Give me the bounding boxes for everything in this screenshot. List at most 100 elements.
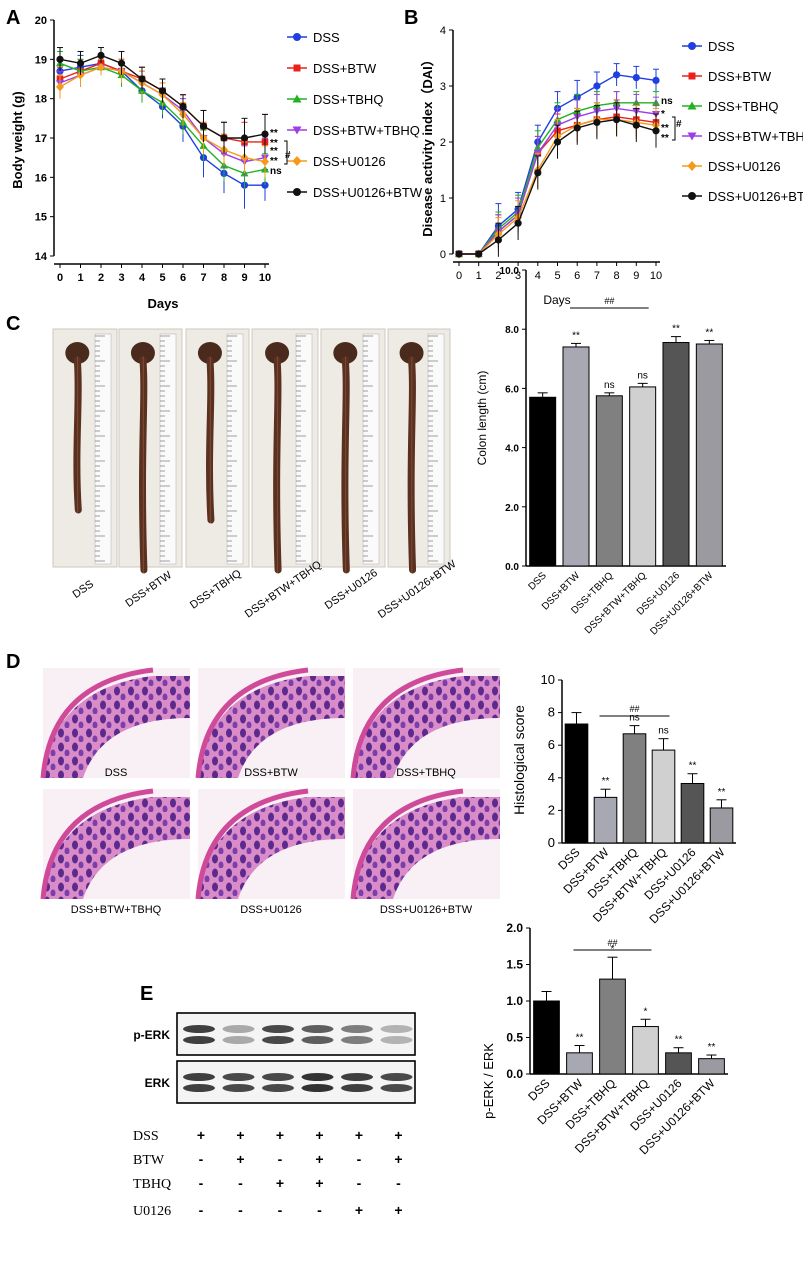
y-tick-label: 4.0 [505, 444, 519, 455]
data-point [138, 75, 146, 83]
panel-letter-c: C [6, 313, 20, 335]
erk-blot [176, 1060, 416, 1104]
blot-band [262, 1084, 294, 1092]
data-point [179, 102, 187, 111]
data-point [199, 122, 208, 130]
data-point [261, 130, 269, 138]
blot-band [262, 1036, 294, 1044]
treatment-label: TBHQ [133, 1177, 171, 1192]
bar-3 [629, 386, 657, 567]
bar-0 [533, 1000, 560, 1075]
colon-specimen [341, 356, 350, 574]
category-label: DSS [526, 570, 549, 593]
x-tick-label: 9 [241, 272, 247, 284]
bar-5 [695, 343, 723, 567]
data-point [220, 134, 228, 142]
blot-band [380, 1025, 413, 1033]
data-point [613, 71, 621, 79]
y-tick-label: 20 [35, 15, 47, 27]
colon-specimen [139, 356, 148, 574]
treatment-mark: + [276, 1127, 284, 1143]
bar-0 [529, 396, 557, 567]
y-tick-label: 2.0 [506, 921, 523, 935]
legend-marker [687, 101, 697, 110]
treatment-mark: + [394, 1151, 402, 1167]
treatment-mark: - [238, 1202, 243, 1218]
data-point [593, 118, 601, 126]
blot-band [183, 1084, 215, 1092]
bar-5 [709, 807, 734, 844]
cecum [265, 342, 290, 364]
significance-mark: ** [705, 327, 713, 338]
bar-5 [698, 1058, 725, 1075]
legend-marker [687, 132, 697, 141]
blot-band [222, 1084, 255, 1092]
x-tick-label: 0 [456, 270, 462, 282]
panel-letter-d: D [6, 651, 20, 673]
blot-band [262, 1073, 294, 1081]
ruler [226, 333, 244, 565]
y-tick-label: 6 [548, 737, 555, 752]
x-tick-label: 4 [535, 270, 541, 282]
data-point [553, 138, 562, 146]
x-tick-label: 9 [633, 270, 639, 282]
significance-mark: ** [270, 128, 278, 139]
photo-label: DSS [71, 578, 96, 601]
treatment-mark: + [394, 1202, 402, 1218]
treatment-mark: - [317, 1202, 322, 1218]
y-tick-label: 16 [35, 172, 47, 184]
x-tick-label: 10 [259, 272, 271, 284]
blot-label: ERK [145, 1076, 171, 1090]
treatment-label: U0126 [133, 1204, 171, 1219]
significance-mark: ** [675, 1035, 683, 1046]
legend-label: DSS+TBHQ [313, 92, 383, 107]
significance-mark: ** [270, 146, 278, 157]
y-tick-label: 2.0 [505, 503, 519, 514]
y-tick-label: 0.0 [506, 1067, 523, 1081]
bar-4 [665, 1052, 692, 1075]
legend-marker [687, 161, 697, 171]
significance-bracket [672, 116, 676, 141]
y-tick-label: 10.0 [500, 266, 520, 277]
x-tick-label: 6 [574, 270, 580, 282]
photo-label: DSS+TBHQ [188, 567, 244, 611]
panel-d-bar-chart: Histological score 0246810DSS**DSS+BTWns… [511, 672, 736, 926]
treatment-mark: + [315, 1151, 323, 1167]
significance-mark: ** [672, 324, 680, 335]
legend-label: DSS [708, 39, 735, 54]
muscularis-layer [40, 667, 154, 779]
muscularis-layer [350, 667, 464, 779]
ruler [94, 333, 112, 565]
significance-mark: * [644, 1006, 648, 1017]
data-point [158, 87, 167, 95]
legend-label: DSS+BTW [313, 61, 377, 76]
bar-1 [562, 346, 590, 567]
treatment-mark: - [357, 1151, 362, 1167]
y-tick-label: 1 [440, 193, 446, 205]
panel-b-ylabel: Disease activity index（DAI） [420, 53, 435, 237]
colon-specimen [407, 356, 417, 574]
data-point [534, 169, 542, 177]
ruler [362, 333, 380, 565]
blot-band [222, 1025, 255, 1033]
legend-label: DSS+BTW+TBHQ [313, 123, 420, 138]
cecum [130, 342, 155, 364]
histology-label: DSS+BTW+TBHQ [71, 904, 162, 916]
muscularis-layer [40, 788, 154, 900]
treatment-mark: - [199, 1151, 204, 1167]
photo-label: DSS+U0126 [323, 567, 380, 612]
data-point [261, 157, 269, 167]
histology-label: DSS+U0126 [240, 904, 301, 916]
bracket-label: ## [629, 704, 639, 714]
treatment-mark: - [238, 1175, 243, 1191]
treatment-mark: - [199, 1175, 204, 1191]
cecum [197, 342, 222, 364]
y-tick-label: 0 [440, 249, 446, 261]
x-tick-label: 3 [515, 270, 521, 282]
histology-label: DSS+BTW [244, 767, 298, 779]
treatment-label: DSS [133, 1129, 159, 1144]
y-tick-label: 2 [548, 802, 555, 817]
y-tick-label: 6.0 [505, 384, 519, 395]
histology-label: DSS+U0126+BTW [380, 904, 473, 916]
significance-mark: ** [661, 133, 669, 144]
